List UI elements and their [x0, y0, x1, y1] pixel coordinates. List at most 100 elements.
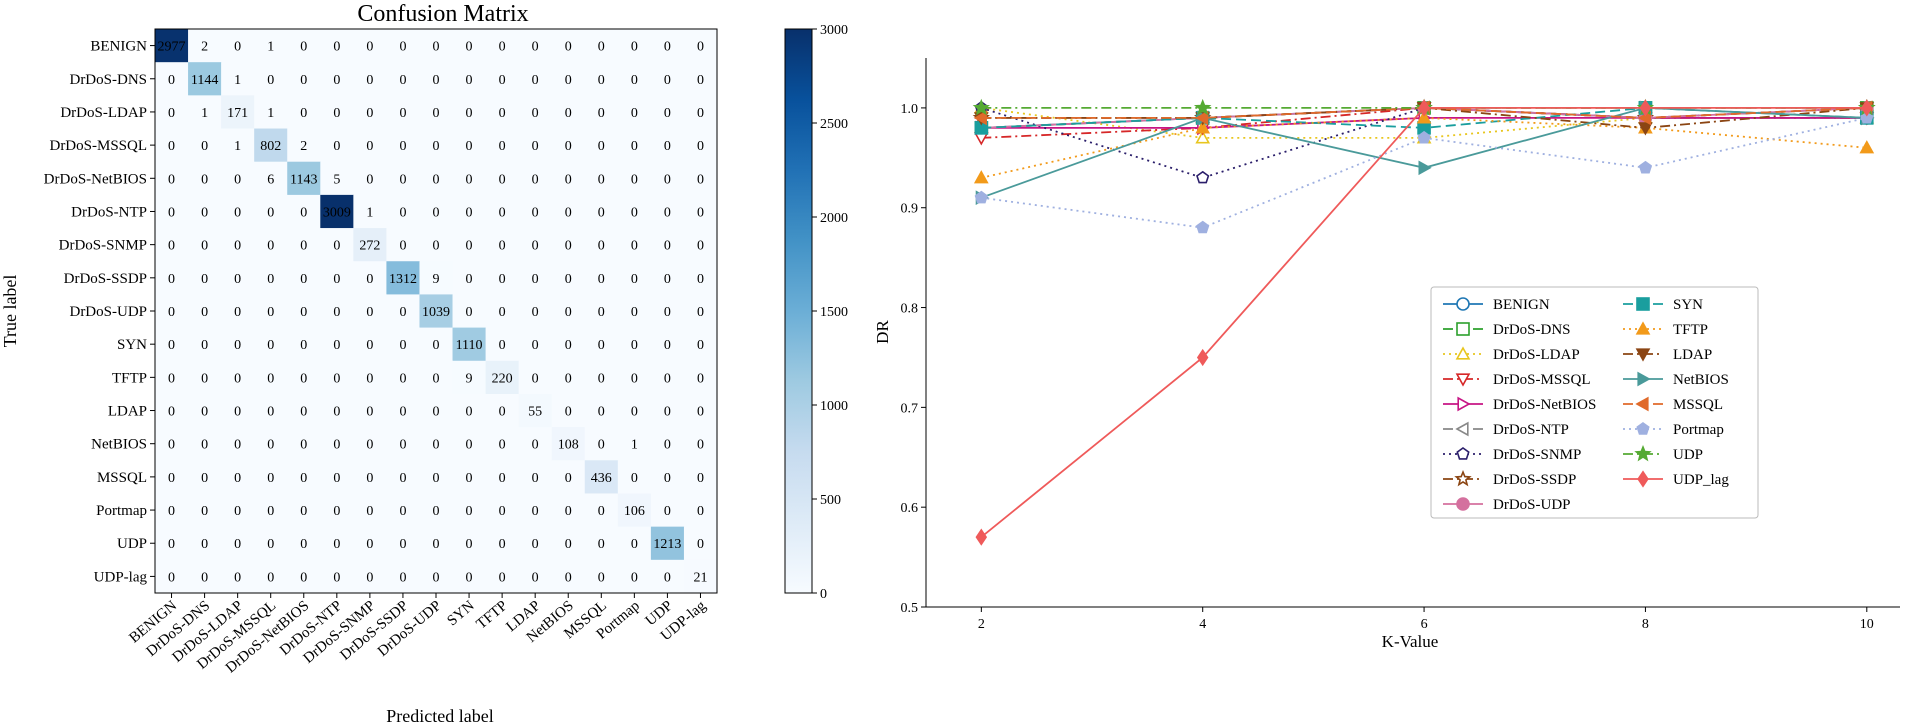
cm-cell [221, 360, 255, 395]
cm-cell [485, 194, 520, 229]
cm-cell-value: 0 [598, 438, 605, 453]
cm-cell-value: 0 [300, 239, 307, 254]
cm-cell-value: 0 [201, 205, 208, 220]
cm-row-label: DrDoS-NTP [71, 204, 147, 220]
cm-cell-value: 0 [201, 570, 208, 585]
cm-cell [188, 327, 222, 362]
cm-cell [551, 493, 586, 528]
cm-cell-value: 0 [433, 205, 440, 220]
cm-cell-value: 0 [697, 371, 704, 386]
cm-cell-value: 0 [366, 570, 373, 585]
cm-cell-value: 0 [598, 239, 605, 254]
series-Portmap [974, 110, 1874, 234]
cm-cell [353, 393, 387, 428]
cm-cell-value: 0 [631, 537, 638, 552]
lc-ylabel: DR [873, 320, 892, 344]
cm-cell [320, 95, 354, 129]
cm-cell [320, 194, 354, 229]
cm-cell [419, 393, 453, 428]
cm-cell [155, 62, 189, 96]
cm-cell-value: 2977 [158, 40, 186, 55]
cm-cell [155, 228, 189, 262]
cm-cell-value: 0 [333, 537, 340, 552]
cm-cell [650, 493, 685, 528]
cm-cell [683, 294, 718, 328]
cm-cell [287, 460, 321, 494]
cm-cell [353, 526, 387, 561]
legend-marker [1455, 421, 1469, 437]
cm-cell [353, 194, 387, 229]
cm-cell [386, 559, 420, 594]
series-point [1418, 99, 1430, 117]
cm-cell-value: 2 [300, 139, 307, 154]
series-point [1638, 122, 1653, 136]
cm-cell-value: 0 [664, 172, 671, 187]
cm-cell [419, 62, 453, 96]
cm-cell [683, 62, 718, 96]
cm-cell [617, 493, 652, 528]
cm-cell-value: 0 [201, 537, 208, 552]
cm-cell-value: 0 [201, 305, 208, 320]
cm-cell-value: 0 [333, 338, 340, 353]
cm-cell-value: 0 [466, 239, 473, 254]
cm-cell [188, 526, 222, 561]
legend-label: DrDoS-NetBIOS [1493, 397, 1596, 413]
cm-cell [353, 427, 387, 461]
cm-cell-value: 0 [499, 504, 506, 519]
cm-cell [584, 29, 619, 63]
cm-cell [155, 559, 189, 594]
cm-cell-value: 0 [234, 40, 241, 55]
cm-cell-value: 0 [399, 438, 406, 453]
cm-cell [551, 95, 586, 129]
legend-marker [1456, 297, 1470, 311]
cm-cell [155, 194, 189, 229]
cm-cell-value: 0 [267, 570, 274, 585]
cm-cell [650, 128, 685, 163]
cm-cell-value: 0 [499, 139, 506, 154]
cm-cell-value: 0 [697, 239, 704, 254]
cm-cell-value: 0 [631, 73, 638, 88]
cm-cell [551, 228, 586, 262]
legend-marker [1636, 422, 1650, 435]
legend-marker [1457, 396, 1471, 412]
cm-cell-value: 0 [234, 537, 241, 552]
colorbar-tick-label: 3000 [820, 23, 848, 38]
cm-cell [683, 493, 718, 528]
cm-cell [386, 95, 420, 129]
cm-cell [320, 261, 354, 295]
cm-cell-value: 0 [532, 504, 539, 519]
cm-cell-value: 0 [399, 504, 406, 519]
cm-cell [452, 228, 486, 262]
cm-cell [287, 327, 321, 362]
cm-cell [287, 360, 321, 395]
cm-row-label: LDAP [108, 404, 147, 420]
cm-cell-value: 0 [466, 471, 473, 486]
cm-cell [188, 393, 222, 428]
cm-cell-value: 1039 [422, 305, 450, 320]
cm-cell-value: 0 [664, 139, 671, 154]
cm-cell [551, 261, 586, 295]
cm-cell-value: 0 [366, 73, 373, 88]
series-point [973, 170, 989, 184]
cm-cell-value: 108 [558, 438, 579, 453]
cm-row-label: DrDoS-MSSQL [49, 138, 147, 154]
cm-cell [221, 62, 255, 96]
colorbar-tick-label: 1500 [820, 305, 848, 320]
cm-cell [320, 128, 354, 163]
cm-cell [551, 460, 586, 494]
cm-cell [254, 228, 288, 262]
cm-cell [419, 427, 453, 461]
cm-cell-value: 0 [631, 239, 638, 254]
cm-cell [188, 62, 222, 96]
cm-cell [221, 327, 255, 362]
cm-cell-value: 0 [466, 405, 473, 420]
cm-cell [683, 393, 718, 428]
cm-cell [551, 427, 586, 461]
cm-cell [518, 128, 553, 163]
cm-cell [485, 427, 520, 461]
cm-cell [452, 62, 486, 96]
cm-cell [320, 360, 354, 395]
cm-row-label: DrDoS-LDAP [60, 105, 147, 121]
cm-cell-value: 0 [532, 305, 539, 320]
cm-cell [584, 393, 619, 428]
